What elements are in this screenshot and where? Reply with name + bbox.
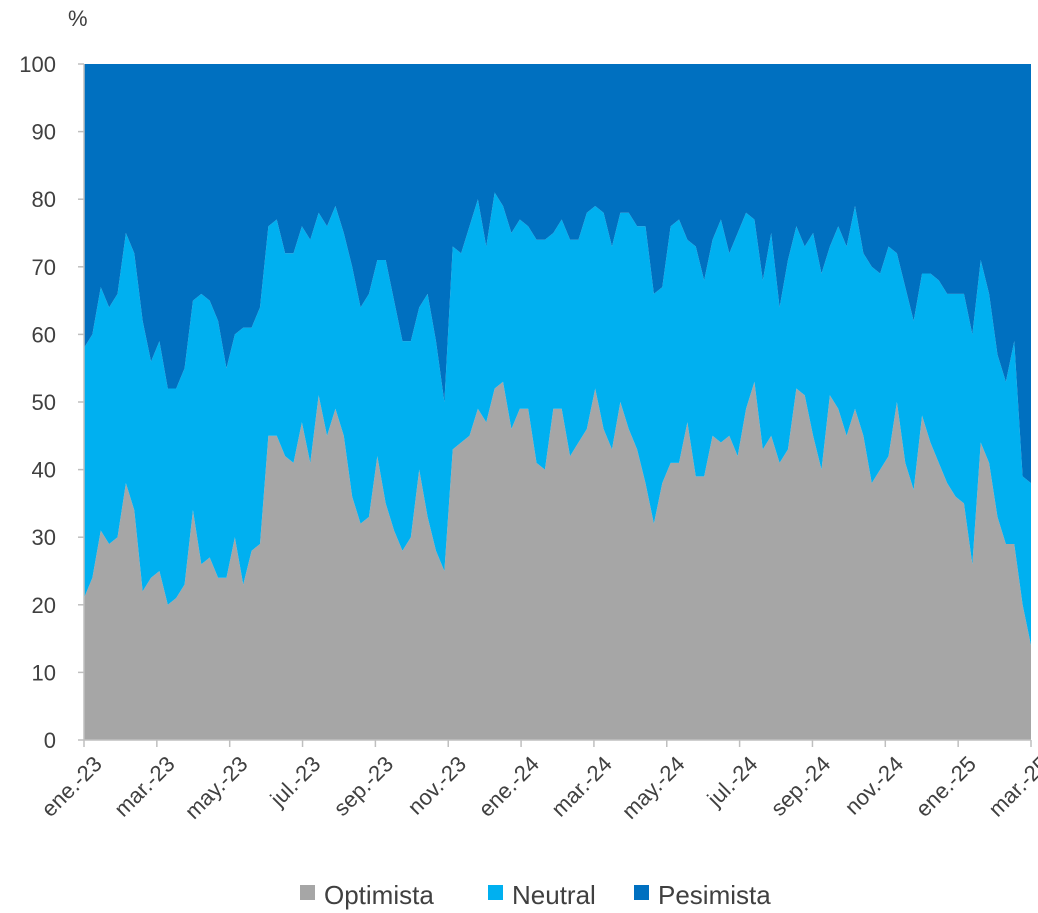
legend-label-pesimista: Pesimista bbox=[658, 880, 771, 910]
y-tick-label: 70 bbox=[32, 255, 56, 280]
y-tick-label: 0 bbox=[44, 728, 56, 753]
y-tick-label: 30 bbox=[32, 525, 56, 550]
x-tick-label: mar.-24 bbox=[546, 751, 616, 821]
x-tick-label: mar.-23 bbox=[109, 751, 179, 821]
legend-swatch-neutral bbox=[488, 885, 503, 900]
x-tick-label: nov.-24 bbox=[840, 751, 908, 819]
series-area-optimista bbox=[84, 381, 1031, 740]
legend-swatch-pesimista bbox=[634, 885, 649, 900]
x-tick-label: ene.-24 bbox=[473, 751, 543, 821]
x-tick-label: jul.-24 bbox=[702, 751, 763, 812]
x-tick-label: sep.-23 bbox=[329, 751, 399, 821]
y-tick-label: 100 bbox=[19, 52, 56, 77]
x-tick-label: may.-23 bbox=[180, 751, 253, 824]
legend-swatch-optimista bbox=[300, 885, 315, 900]
y-tick-label: 40 bbox=[32, 458, 56, 483]
x-tick-label: may.-24 bbox=[617, 751, 690, 824]
series-area-neutral bbox=[84, 192, 1031, 646]
y-tick-label: 20 bbox=[32, 593, 56, 618]
x-tick-label: mar.-25 bbox=[983, 751, 1038, 821]
legend-label-neutral: Neutral bbox=[512, 880, 596, 910]
legend-label-optimista: Optimista bbox=[324, 880, 434, 910]
x-tick-label: jul.-23 bbox=[265, 751, 326, 812]
x-tick-label: ene.-25 bbox=[911, 751, 981, 821]
x-tick-label: nov.-23 bbox=[403, 751, 471, 819]
y-tick-label: 50 bbox=[32, 390, 56, 415]
y-tick-label: 10 bbox=[32, 660, 56, 685]
x-tick-label: sep.-24 bbox=[766, 751, 836, 821]
series-area-pesimista bbox=[84, 64, 1031, 484]
y-axis-unit-label: % bbox=[68, 6, 88, 31]
plot-areas bbox=[84, 64, 1031, 740]
x-tick-label: ene.-23 bbox=[36, 751, 106, 821]
y-tick-label: 60 bbox=[32, 322, 56, 347]
y-tick-label: 90 bbox=[32, 120, 56, 145]
legend: Optimista Neutral Pesimista bbox=[300, 880, 771, 910]
y-tick-label: 80 bbox=[32, 187, 56, 212]
